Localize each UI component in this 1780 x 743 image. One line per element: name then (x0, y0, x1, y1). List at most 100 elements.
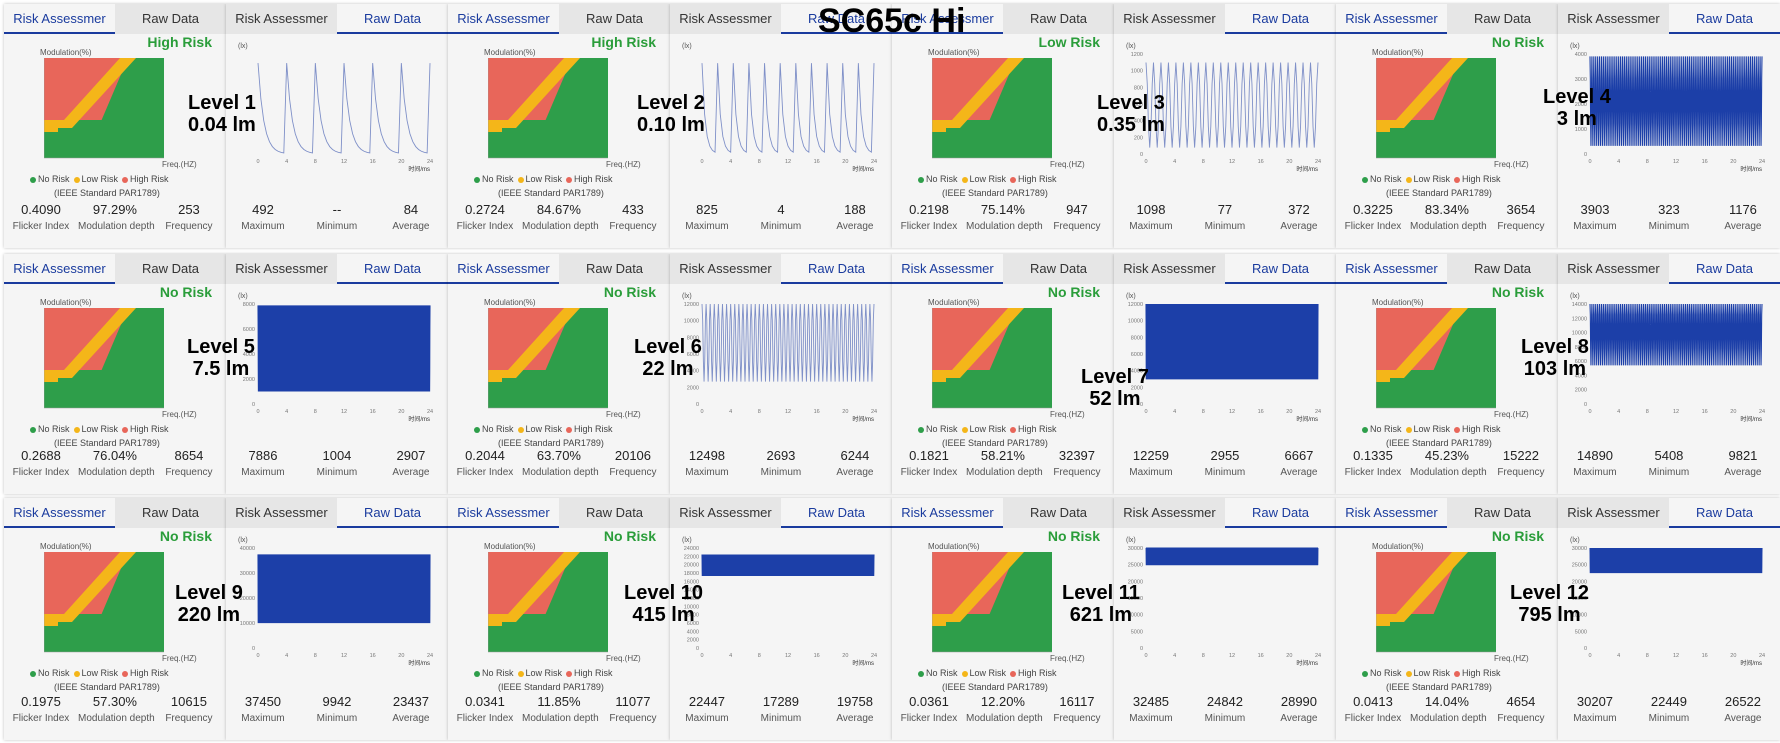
waveform-ylabel: (lx) (682, 43, 692, 50)
risk-chart (44, 58, 164, 159)
legend-dot (566, 176, 573, 183)
stat-modulation-depth: 63.70% Modulation depth (522, 448, 599, 478)
legend-label: Low Risk (969, 668, 1007, 678)
stats-row: 0.1975 Flicker Index 57.30% Modulation dept… (4, 694, 226, 734)
tab-risk-assessment[interactable]: Risk Assessmer (679, 11, 772, 26)
risk-standard-note: (IEEE Standard PAR1789) (1386, 682, 1492, 692)
tab-risk-assessment[interactable]: Risk Assessmer (4, 4, 115, 34)
tab-risk-assessment[interactable]: Risk Assessmer (892, 254, 1003, 284)
stats-row: 14890 Maximum 5408 Minimum 9821 Average (1558, 448, 1780, 488)
waveform-ylabel: (lx) (1126, 43, 1136, 50)
stats-row: 0.2688 Flicker Index 76.04% Modulation dept… (4, 448, 226, 488)
stat-label: Minimum (1204, 713, 1246, 724)
stat-value: 20106 (614, 448, 652, 463)
risk-level-label: Low Risk (1038, 34, 1100, 50)
tab-bar: Risk Assessmer Raw Data (4, 254, 226, 284)
x-tick-label: 4 (1617, 409, 1620, 415)
tab-raw-data[interactable]: Raw Data (337, 498, 448, 528)
stat-value: 12.20% (980, 694, 1025, 709)
legend-dot (1362, 670, 1368, 677)
tab-raw-data[interactable]: Raw Data (1473, 261, 1532, 276)
tab-raw-data[interactable]: Raw Data (1029, 505, 1088, 520)
tab-raw-data[interactable]: Raw Data (585, 505, 644, 520)
x-tick-label: 8 (1646, 159, 1649, 165)
risk-chart-xlabel: Freq.(HZ) (606, 160, 641, 169)
tab-risk-assessment[interactable]: Risk Assessmer (4, 498, 115, 528)
legend-label: High Risk (574, 424, 613, 434)
x-tick-label: 0 (700, 159, 703, 165)
legend-label: Low Risk (525, 174, 563, 184)
tab-risk-assessment[interactable]: Risk Assessmer (1567, 261, 1660, 276)
tab-risk-assessment[interactable]: Risk Assessmer (1336, 254, 1447, 284)
tab-raw-data[interactable]: Raw Data (337, 254, 448, 284)
tab-risk-assessment[interactable]: Risk Assessmer (1123, 261, 1216, 276)
tab-risk-assessment[interactable]: Risk Assessmer (4, 254, 115, 284)
stat-value: 5408 (1654, 448, 1684, 463)
stat-frequency: 32397 Frequency (1040, 448, 1114, 478)
y-tick-label: 10000 (1572, 613, 1587, 619)
tab-raw-data[interactable]: Raw Data (1029, 261, 1088, 276)
tab-risk-assessment[interactable]: Risk Assessmer (679, 261, 772, 276)
legend-dot (73, 426, 80, 433)
tab-raw-data[interactable]: Raw Data (141, 505, 200, 520)
risk-chart-ylabel: Modulation(%) (484, 298, 536, 307)
tab-risk-assessment[interactable]: Risk Assessmer (235, 261, 328, 276)
stat-frequency: 10615 Frequency (152, 694, 226, 724)
risk-legend: No Risk Low Risk High Risk (914, 424, 1057, 434)
level-lumens: 0.10 lm (637, 114, 705, 136)
stat-maximum: 825 Maximum (670, 202, 744, 232)
tab-raw-data[interactable]: Raw Data (1669, 4, 1780, 34)
tab-risk-assessment[interactable]: Risk Assessmer (1123, 505, 1216, 520)
waveform-ylabel: (lx) (1570, 293, 1580, 300)
tab-risk-assessment[interactable]: Risk Assessmer (892, 4, 1003, 34)
tab-raw-data[interactable]: Raw Data (141, 261, 200, 276)
tab-raw-data[interactable]: Raw Data (781, 254, 892, 284)
tab-risk-assessment[interactable]: Risk Assessmer (679, 505, 772, 520)
tab-risk-assessment[interactable]: Risk Assessmer (1336, 4, 1447, 34)
stat-flicker-index: 0.4090 Flicker Index (4, 202, 78, 232)
tab-risk-assessment[interactable]: Risk Assessmer (235, 505, 328, 520)
tab-raw-data[interactable]: Raw Data (585, 261, 644, 276)
tab-raw-data[interactable]: Raw Data (781, 4, 892, 34)
tab-risk-assessment[interactable]: Risk Assessmer (448, 4, 559, 34)
risk-chart-ylabel: Modulation(%) (40, 298, 92, 307)
tab-risk-assessment[interactable]: Risk Assessmer (448, 254, 559, 284)
x-tick-label: 0 (1144, 159, 1147, 165)
tab-raw-data[interactable]: Raw Data (1029, 11, 1088, 26)
tab-risk-assessment[interactable]: Risk Assessmer (1567, 11, 1660, 26)
risk-chart (932, 58, 1052, 159)
tab-raw-data[interactable]: Raw Data (1225, 4, 1336, 34)
tab-risk-assessment[interactable]: Risk Assessmer (448, 498, 559, 528)
risk-level-label: No Risk (603, 284, 656, 300)
tab-raw-data[interactable]: Raw Data (1473, 11, 1532, 26)
tab-raw-data[interactable]: Raw Data (337, 4, 448, 34)
risk-standard-note: (IEEE Standard PAR1789) (498, 682, 604, 692)
legend-label: Low Risk (81, 174, 119, 184)
stat-value: 3903 (1580, 202, 1610, 217)
tab-raw-data[interactable]: Raw Data (1225, 254, 1336, 284)
waveform-ylabel: (lx) (1570, 537, 1580, 544)
tab-bar: Risk Assessmer Raw Data (226, 254, 448, 284)
stat-label: Minimum (316, 713, 358, 724)
tab-raw-data[interactable]: Raw Data (1669, 254, 1780, 284)
level-name: Level 3 (1097, 92, 1165, 114)
tab-raw-data[interactable]: Raw Data (1225, 498, 1336, 528)
waveform-ylabel: (lx) (1126, 293, 1136, 300)
tab-risk-assessment[interactable]: Risk Assessmer (1567, 505, 1660, 520)
tab-raw-data[interactable]: Raw Data (781, 498, 892, 528)
tab-risk-assessment[interactable]: Risk Assessmer (892, 498, 1003, 528)
tab-risk-assessment[interactable]: Risk Assessmer (1123, 11, 1216, 26)
stat-value: 32485 (1132, 694, 1170, 709)
tab-risk-assessment[interactable]: Risk Assessmer (1336, 498, 1447, 528)
level-lumens: 415 lm (632, 604, 695, 626)
waveform-xlabel: 时间/ms (852, 659, 874, 667)
tab-raw-data[interactable]: Raw Data (1669, 498, 1780, 528)
risk-level-label: No Risk (1491, 528, 1544, 544)
waveform-xlabel: 时间/ms (408, 165, 430, 173)
tab-bar: Risk Assessmer Raw Data (670, 254, 892, 284)
tab-raw-data[interactable]: Raw Data (141, 11, 200, 26)
tab-raw-data[interactable]: Raw Data (1473, 505, 1532, 520)
tab-risk-assessment[interactable]: Risk Assessmer (235, 11, 328, 26)
stat-value: 12259 (1132, 448, 1170, 463)
tab-raw-data[interactable]: Raw Data (585, 11, 644, 26)
